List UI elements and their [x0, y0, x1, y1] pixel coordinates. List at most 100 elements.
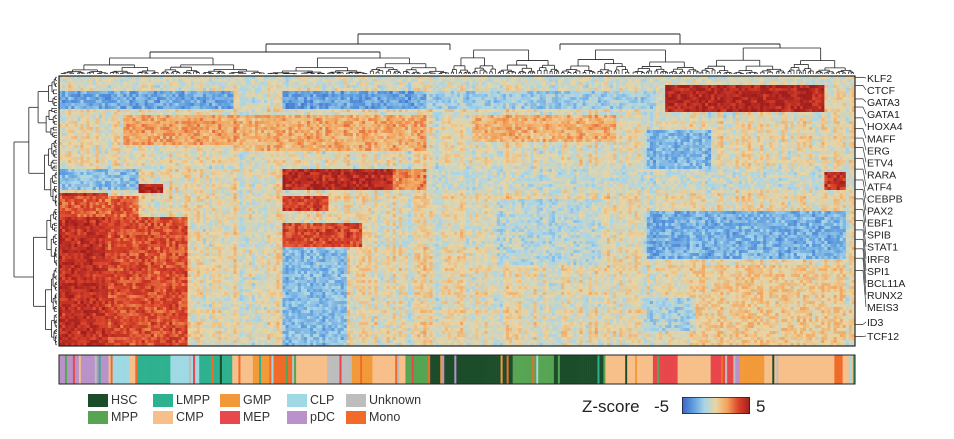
- heatmap-cell: [539, 115, 544, 119]
- heatmap-cell: [790, 82, 795, 86]
- heatmap-cell: [603, 85, 608, 89]
- heatmap-cell: [264, 103, 268, 107]
- heatmap-cell: [150, 91, 155, 95]
- heatmap-cell: [637, 88, 642, 92]
- heatmap-cell: [757, 76, 761, 80]
- heatmap-cell: [677, 88, 681, 92]
- heatmap-cell: [371, 85, 375, 89]
- heatmap-cell: [368, 100, 372, 104]
- heatmap-cell: [447, 88, 452, 92]
- heatmap-cell: [147, 106, 152, 110]
- heatmap-cell: [607, 115, 611, 119]
- heatmap-cell: [732, 76, 736, 80]
- heatmap-cell: [273, 100, 277, 104]
- heatmap-cell: [380, 103, 384, 107]
- heatmap-cell: [509, 106, 513, 110]
- heatmap-cell: [493, 91, 498, 95]
- heatmap-cell: [153, 103, 158, 107]
- heatmap-cell: [802, 106, 807, 110]
- heatmap-cell: [294, 79, 299, 83]
- heatmap-cell: [411, 79, 415, 83]
- heatmap-cell: [359, 106, 363, 110]
- heatmap-cell: [242, 106, 247, 110]
- heatmap-cell: [839, 88, 844, 92]
- heatmap-cell: [303, 85, 308, 89]
- heatmap-cell: [227, 88, 231, 92]
- heatmap-cell: [352, 97, 357, 101]
- heatmap-cell: [509, 103, 513, 107]
- heatmap-cell: [80, 79, 84, 83]
- heatmap-cell: [129, 79, 133, 83]
- heatmap-cell: [747, 103, 752, 107]
- heatmap-cell: [548, 79, 553, 83]
- heatmap-cell: [187, 100, 191, 104]
- heatmap-cell: [619, 79, 623, 83]
- heatmap-cell: [86, 115, 90, 119]
- heatmap-cell: [561, 100, 565, 104]
- heatmap-cell: [793, 106, 798, 110]
- heatmap-cell: [628, 85, 632, 89]
- heatmap-cell: [518, 100, 522, 104]
- heatmap-cell: [809, 88, 813, 92]
- heatmap-cell: [839, 85, 844, 89]
- heatmap-cell: [401, 85, 406, 89]
- heatmap-cell: [444, 100, 449, 104]
- heatmap-cell: [775, 85, 779, 89]
- heatmap-cell: [101, 100, 106, 104]
- heatmap-cell: [812, 82, 816, 86]
- heatmap-cell: [631, 109, 635, 113]
- heatmap-cell: [261, 100, 265, 104]
- heatmap-cell: [389, 106, 394, 110]
- heatmap-cell: [790, 79, 795, 83]
- heatmap-cell: [71, 79, 75, 83]
- heatmap-cell: [184, 100, 188, 104]
- heatmap-cell: [389, 97, 394, 101]
- heatmap-cell: [545, 106, 550, 110]
- heatmap-cell: [282, 94, 286, 98]
- heatmap-cell: [610, 109, 614, 113]
- heatmap-cell: [698, 91, 703, 95]
- heatmap-cell: [643, 100, 648, 104]
- heatmap-cell: [362, 115, 366, 119]
- heatmap-cell: [297, 85, 302, 89]
- heatmap-cell: [646, 94, 651, 98]
- heatmap-cell: [714, 85, 718, 89]
- heatmap-cell: [392, 85, 397, 89]
- heatmap-cell: [95, 100, 100, 104]
- heatmap-cell: [588, 109, 593, 113]
- heatmap-cell: [435, 100, 439, 104]
- heatmap-cell: [824, 82, 828, 86]
- heatmap-cell: [95, 103, 100, 107]
- heatmap-cell: [842, 103, 847, 107]
- heatmap-cell: [677, 94, 681, 98]
- heatmap-cell: [692, 103, 697, 107]
- heatmap-cell: [631, 82, 635, 86]
- heatmap-cell: [603, 97, 608, 101]
- heatmap-cell: [815, 112, 819, 116]
- heatmap-cell: [71, 103, 75, 107]
- heatmap-cell: [202, 103, 207, 107]
- heatmap-cell: [401, 100, 406, 104]
- heatmap-cell: [558, 115, 562, 119]
- heatmap-cell: [484, 79, 488, 83]
- heatmap-cell: [282, 115, 286, 119]
- heatmap-cell: [760, 82, 764, 86]
- heatmap-cell: [150, 109, 155, 113]
- heatmap-cell: [493, 76, 498, 80]
- heatmap-cell: [294, 103, 299, 107]
- heatmap-cell: [438, 79, 443, 83]
- heatmap-cell: [460, 91, 464, 95]
- heatmap-cell: [101, 106, 106, 110]
- heatmap-cell: [141, 103, 146, 107]
- heatmap-cell: [554, 103, 559, 107]
- heatmap-cell: [512, 103, 516, 107]
- heatmap-cell: [616, 103, 620, 107]
- heatmap-cell: [588, 115, 593, 119]
- heatmap-cell: [294, 76, 299, 80]
- heatmap-cell: [760, 106, 764, 110]
- heatmap-cell: [524, 76, 528, 80]
- heatmap-cell: [438, 100, 443, 104]
- heatmap-cell: [796, 100, 801, 104]
- heatmap-cell: [285, 85, 289, 89]
- heatmap-cell: [533, 94, 537, 98]
